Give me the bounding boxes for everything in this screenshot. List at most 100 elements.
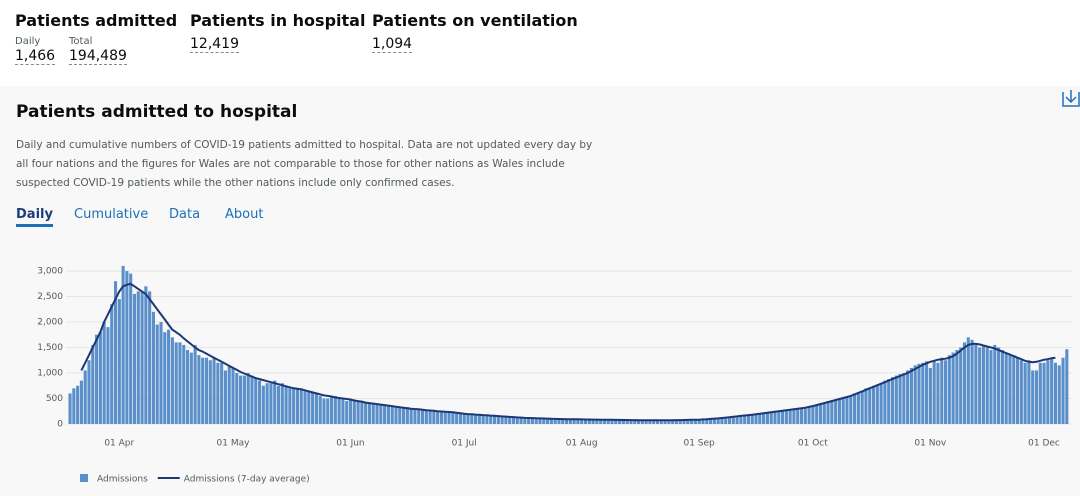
bar xyxy=(284,385,288,424)
bar xyxy=(239,375,243,424)
bar xyxy=(432,410,436,424)
bar xyxy=(125,271,129,424)
bar xyxy=(167,329,171,424)
bar xyxy=(424,410,428,424)
bar xyxy=(466,413,470,424)
bar xyxy=(932,360,936,424)
bar xyxy=(803,407,807,424)
bar xyxy=(1038,362,1042,424)
bar xyxy=(614,419,618,424)
bar xyxy=(587,419,591,424)
bar xyxy=(974,344,978,424)
bar xyxy=(314,393,318,424)
x-tick-label: 01 Aug xyxy=(566,439,598,449)
bar xyxy=(856,392,860,424)
bar xyxy=(136,291,140,424)
bar xyxy=(443,411,447,424)
bar xyxy=(185,350,190,424)
bar xyxy=(1023,362,1027,424)
bar xyxy=(197,355,201,424)
bar xyxy=(303,390,307,424)
bar xyxy=(428,409,432,424)
bar xyxy=(379,404,383,424)
metric-title: Patients in hospital xyxy=(190,11,366,30)
bar xyxy=(254,378,258,424)
y-tick-label: 3,000 xyxy=(37,267,63,277)
bar xyxy=(648,420,652,424)
bar xyxy=(242,375,246,424)
bar xyxy=(405,407,409,424)
metric-value[interactable]: 12,419 xyxy=(190,36,239,53)
bar xyxy=(690,419,694,424)
bar xyxy=(398,407,402,424)
bar xyxy=(95,334,99,424)
bar xyxy=(788,409,792,424)
bar xyxy=(781,410,785,424)
tab[interactable]: Data xyxy=(169,207,201,222)
tab[interactable]: Cumulative xyxy=(74,207,149,222)
bar xyxy=(159,322,163,424)
bar xyxy=(1046,360,1050,424)
bar xyxy=(117,299,121,424)
bar xyxy=(735,416,739,424)
bar xyxy=(182,344,186,424)
bar xyxy=(474,414,478,424)
bar xyxy=(925,361,929,424)
bar xyxy=(659,420,663,424)
bar xyxy=(386,405,390,424)
bar xyxy=(633,420,637,424)
bar xyxy=(936,362,940,424)
bar xyxy=(583,419,588,424)
tab[interactable]: About xyxy=(225,207,264,222)
bar xyxy=(295,388,299,424)
bar xyxy=(132,293,137,424)
bar xyxy=(91,344,95,424)
bar xyxy=(716,418,720,424)
bar xyxy=(909,367,913,424)
bar xyxy=(318,395,322,424)
bar xyxy=(330,395,334,424)
metric-value[interactable]: 1,466 xyxy=(15,48,56,65)
bar xyxy=(250,375,254,424)
bar xyxy=(940,357,944,424)
bar xyxy=(367,402,372,424)
bar xyxy=(678,420,682,424)
bar xyxy=(849,395,853,424)
bar xyxy=(1042,362,1046,424)
bar xyxy=(743,415,747,424)
bar xyxy=(394,406,398,424)
bar xyxy=(879,383,883,424)
bar xyxy=(890,377,895,424)
bar xyxy=(1034,370,1039,424)
bar xyxy=(345,401,349,424)
bar xyxy=(637,420,641,424)
bar xyxy=(409,408,413,424)
metric-value[interactable]: 1,094 xyxy=(372,36,413,53)
tab[interactable]: Daily xyxy=(16,207,53,227)
bar xyxy=(913,365,917,424)
bar xyxy=(98,332,102,424)
bar xyxy=(853,393,857,424)
chart-card xyxy=(0,86,1080,496)
metric-value[interactable]: 194,489 xyxy=(69,48,127,65)
bar xyxy=(356,400,360,424)
bar xyxy=(818,403,823,424)
bar xyxy=(792,409,796,424)
bar xyxy=(208,360,212,424)
y-tick-label: 0 xyxy=(57,420,63,430)
bar xyxy=(307,390,311,424)
bar xyxy=(750,414,754,424)
bar xyxy=(762,412,766,424)
bar xyxy=(769,411,773,424)
bar xyxy=(671,420,675,424)
metric-label: Total xyxy=(69,36,93,47)
bar xyxy=(985,347,989,424)
bar xyxy=(102,322,106,424)
bar xyxy=(72,388,76,424)
bar xyxy=(496,416,500,424)
bar xyxy=(629,420,633,424)
bar xyxy=(640,420,644,424)
bar xyxy=(1016,357,1020,424)
bar xyxy=(402,407,406,424)
bar xyxy=(602,419,606,424)
